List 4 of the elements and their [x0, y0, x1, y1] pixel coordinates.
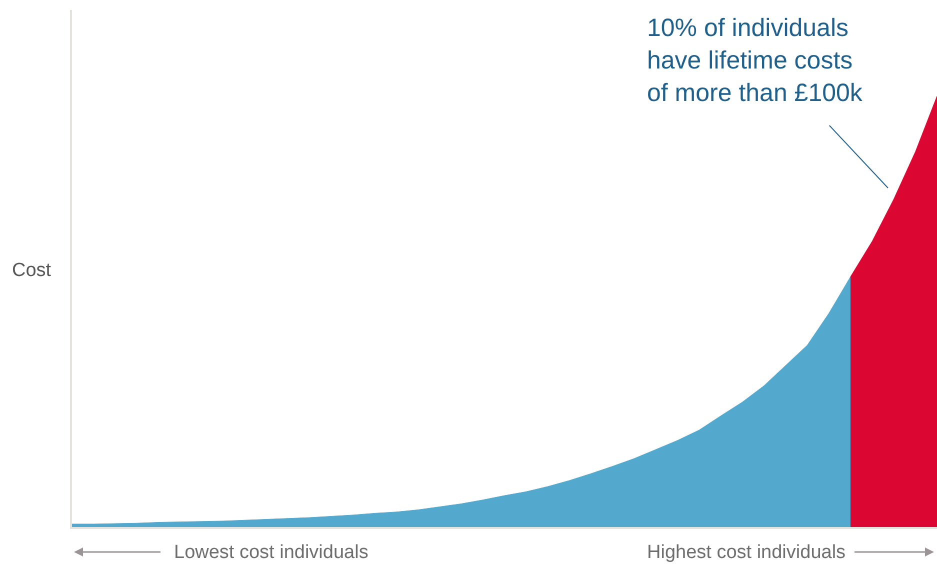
text: Highest cost individuals — [647, 542, 846, 563]
y-axis-title: Cost — [12, 260, 52, 281]
annotation: 10% of individuals have lifetime costs of more than £100k — [647, 14, 863, 107]
text: Lowest cost individuals — [174, 542, 368, 563]
